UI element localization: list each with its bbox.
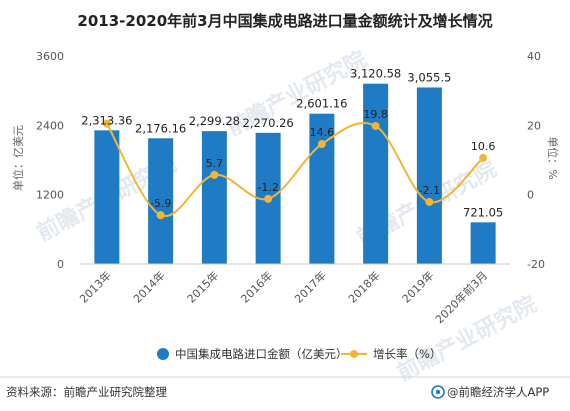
x-tick-label: 2018年 — [345, 268, 382, 305]
y-tick-right: 40 — [527, 50, 541, 63]
bar — [363, 83, 389, 264]
growth-line-series — [102, 119, 488, 220]
growth-value-label: 5.7 — [206, 157, 224, 170]
bar — [94, 130, 120, 264]
bar-value-label: 2,299.28 — [189, 114, 240, 128]
bar — [201, 131, 227, 264]
growth-point — [264, 194, 273, 203]
growth-value-label: -1.2 — [257, 181, 278, 194]
bar-value-label: 2,601.16 — [296, 97, 347, 111]
y-tick-right: 20 — [527, 119, 541, 132]
y-tick-left: 0 — [57, 258, 64, 271]
bar — [470, 222, 496, 264]
legend-bar-swatch — [157, 348, 169, 360]
footer-brand-text: @前瞻经济学人APP — [447, 385, 549, 399]
x-tick-label: 2017年 — [292, 268, 329, 305]
x-tick-label: 2014年 — [130, 268, 167, 305]
growth-value-label: -5.9 — [150, 197, 171, 210]
bar-value-label: 721.05 — [463, 205, 503, 219]
growth-value-label: 19.8 — [363, 108, 388, 121]
bar-value-label: 2,313.36 — [81, 113, 132, 127]
chart-title: 2013-2020年前3月中国集成电路进口量金额统计及增长情况 — [77, 12, 492, 30]
y-ticks-left: 0 1200 2400 3600 — [36, 50, 64, 271]
x-tick-label: 2016年 — [238, 268, 275, 305]
bar — [148, 138, 174, 264]
growth-value-label: 14.6 — [310, 126, 335, 139]
bar-value-label: 3,120.58 — [350, 67, 401, 81]
growth-point — [102, 119, 111, 128]
growth-value-label: -2.1 — [419, 184, 440, 197]
bars — [94, 83, 496, 265]
growth-point — [156, 211, 165, 220]
legend-line-marker — [350, 350, 358, 358]
footer-brand: @前瞻经济学人APP — [431, 385, 549, 399]
legend-line-label: 增长率（%） — [373, 347, 441, 361]
watermark-text: 前瞻产业研究院 — [393, 291, 541, 386]
growth-value-label: 10.6 — [471, 140, 496, 153]
x-tick-label: 2013年 — [77, 268, 114, 305]
bar-value-label: 3,055.5 — [407, 70, 451, 84]
footer-source: 资料来源：前瞻产业研究院整理 — [6, 385, 167, 399]
growth-point — [479, 153, 488, 162]
y-axis-left-label: 单位：亿美元 — [11, 125, 25, 191]
legend: 中国集成电路进口金额（亿美元） 增长率（%） — [157, 347, 441, 361]
bar-value-label: 2,270.26 — [243, 116, 294, 130]
legend-bar-label: 中国集成电路进口金额（亿美元） — [175, 347, 348, 361]
y-tick-left: 3600 — [36, 50, 64, 63]
y-tick-right: 0 — [527, 189, 534, 202]
bar-value-label: 2,176.16 — [135, 121, 186, 135]
x-tick-labels: 2013年 2014年 2015年 2016年 2017年 2018年 2019年2020年… — [77, 268, 491, 326]
bar-value-labels: 2,313.362,176.162,299.28 2,270.262,601.16… — [81, 67, 503, 220]
x-tick-label: 2015年 — [184, 268, 221, 305]
growth-point — [210, 170, 219, 179]
y-tick-left: 2400 — [36, 119, 64, 132]
y-ticks-right: -20 0 20 40 — [527, 50, 545, 271]
growth-point — [371, 122, 380, 131]
y-axis-right-label: 单位：% — [546, 136, 560, 179]
bar — [416, 87, 442, 265]
growth-point — [425, 197, 434, 206]
brand-logo-icon — [431, 385, 445, 399]
growth-point — [317, 140, 326, 149]
x-tick-label: 2019年 — [399, 268, 436, 305]
growth-value-labels: -5.9 5.7 -1.2 14.6 19.8 -2.1 10.6 — [150, 108, 495, 210]
y-tick-right: -20 — [527, 258, 545, 271]
y-tick-left: 1200 — [36, 189, 64, 202]
